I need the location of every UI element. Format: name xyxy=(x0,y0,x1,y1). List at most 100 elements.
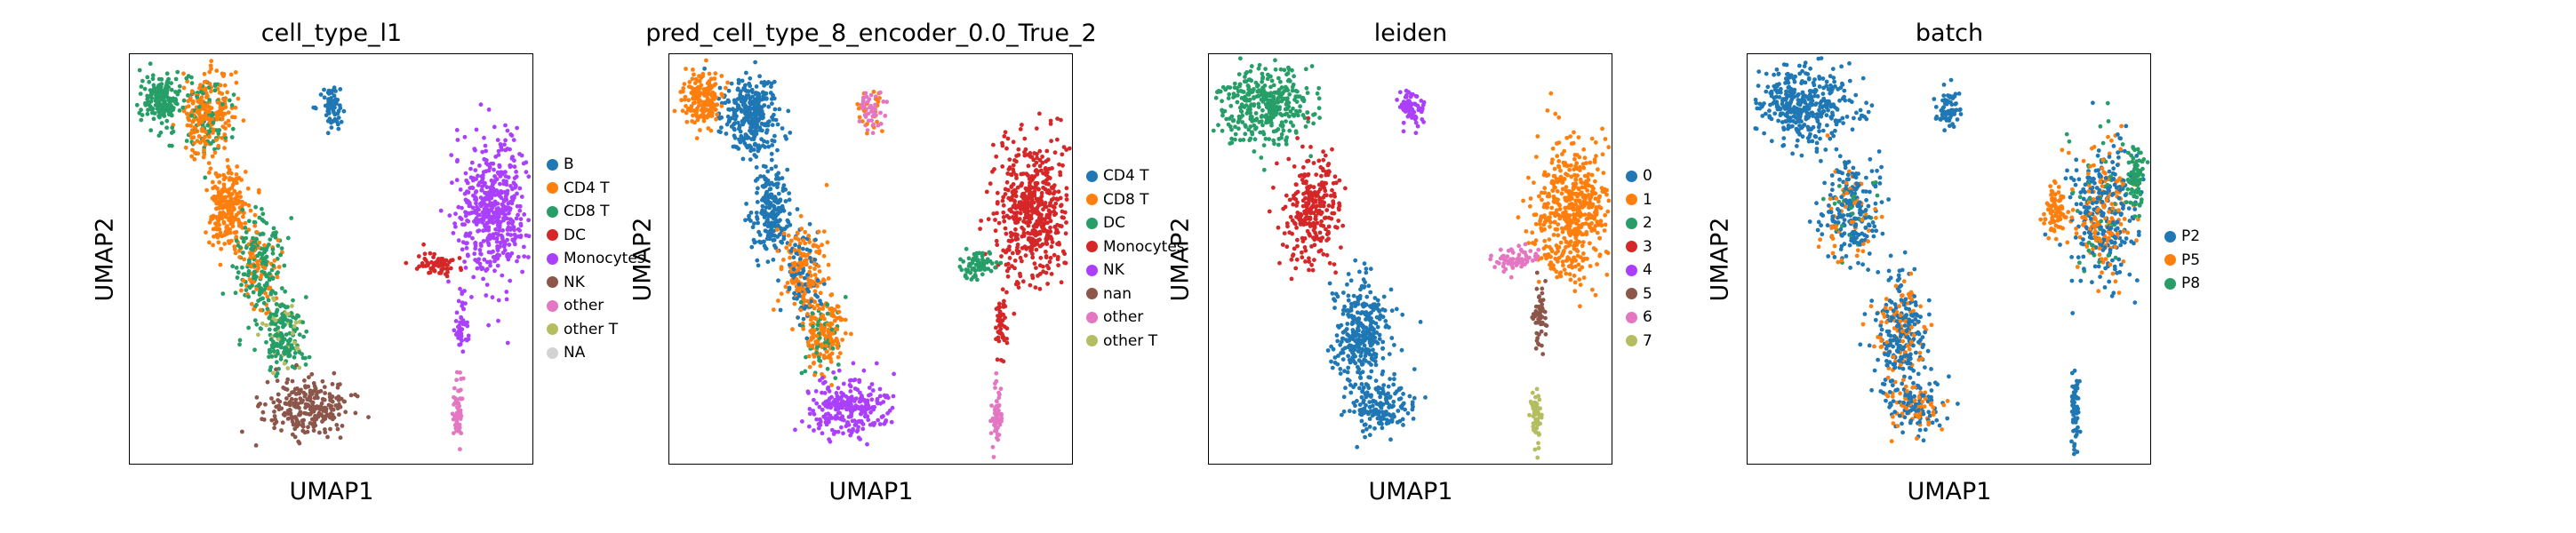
scatter-point xyxy=(494,188,500,193)
scatter-point xyxy=(1044,171,1050,175)
scatter-point xyxy=(463,301,468,306)
scatter-point xyxy=(505,216,509,221)
scatter-point xyxy=(824,343,828,348)
scatter-point xyxy=(226,110,231,115)
scatter-point xyxy=(251,290,256,295)
scatter-point xyxy=(180,105,186,110)
scatter-point xyxy=(744,93,749,98)
scatter-point xyxy=(311,428,316,434)
scatter-point xyxy=(1316,96,1322,101)
scatter-point xyxy=(772,112,776,117)
scatter-point xyxy=(338,103,342,108)
scatter-point xyxy=(1330,187,1334,193)
scatter-point xyxy=(823,416,828,421)
scatter-point xyxy=(1316,106,1322,111)
scatter-point xyxy=(792,248,797,252)
scatter-point xyxy=(307,354,312,360)
scatter-point xyxy=(1272,90,1277,95)
scatter-point xyxy=(522,212,527,217)
scatter-point xyxy=(1034,183,1038,188)
scatter-point xyxy=(1261,167,1267,172)
scatter-point xyxy=(261,259,266,264)
scatter-point xyxy=(148,105,154,110)
scatter-point xyxy=(763,122,768,126)
scatter-point xyxy=(186,104,191,108)
scatter-point xyxy=(877,422,883,426)
scatter-point xyxy=(484,266,490,272)
scatter-point xyxy=(812,315,818,321)
scatter-point xyxy=(284,305,288,310)
scatter-point xyxy=(476,173,480,179)
scatter-point xyxy=(820,431,825,436)
scatter-point xyxy=(1032,227,1036,233)
scatter-point xyxy=(760,197,764,203)
scatter-point xyxy=(335,98,340,102)
scatter-point xyxy=(760,203,765,209)
scatter-point xyxy=(796,244,802,250)
scatter-point xyxy=(292,324,297,329)
scatter-point xyxy=(756,148,761,154)
scatter-point xyxy=(762,83,766,88)
scatter-point xyxy=(237,342,242,347)
scatter-point xyxy=(1312,190,1317,195)
scatter-point xyxy=(795,288,799,293)
scatter-point xyxy=(338,404,343,410)
scatter-point xyxy=(790,327,795,332)
scatter-point xyxy=(1302,174,1307,179)
scatter-point xyxy=(1244,124,1248,129)
scatter-point xyxy=(1316,182,1322,187)
scatter-point xyxy=(1034,168,1039,172)
scatter-point xyxy=(810,311,815,315)
scatter-point xyxy=(1023,186,1028,191)
scatter-point xyxy=(330,394,335,399)
scatter-point xyxy=(256,402,261,408)
scatter-point xyxy=(778,307,783,313)
scatter-point xyxy=(694,108,700,113)
scatter-point xyxy=(233,196,237,202)
scatter-point xyxy=(202,152,207,157)
scatter-point xyxy=(753,60,757,65)
scatter-point xyxy=(323,391,327,395)
scatter-point xyxy=(318,92,324,97)
scatter-point xyxy=(522,244,526,250)
scatter-point xyxy=(497,164,502,170)
legend-item: other T xyxy=(1086,330,1157,353)
scatter-point xyxy=(243,226,248,230)
scatter-point xyxy=(1307,259,1312,264)
scatter-point xyxy=(1232,85,1237,90)
scatter-point xyxy=(878,122,884,126)
scatter-point xyxy=(764,181,770,187)
scatter-point xyxy=(856,106,861,111)
scatter-point xyxy=(836,304,841,309)
scatter-point xyxy=(498,181,502,187)
scatter-point xyxy=(301,418,306,423)
legend-label: B xyxy=(564,155,574,173)
scatter-point xyxy=(1059,224,1064,229)
scatter-point xyxy=(302,394,308,399)
scatter-point xyxy=(281,317,285,322)
scatter-point xyxy=(812,361,816,366)
scatter-point xyxy=(1321,149,1325,155)
legend-item: NA xyxy=(547,341,585,364)
scatter-point xyxy=(1240,89,1245,94)
scatter-point xyxy=(239,221,244,227)
scatter-point xyxy=(253,443,259,448)
scatter-point xyxy=(698,128,702,132)
scatter-point xyxy=(288,408,292,413)
scatter-point xyxy=(222,146,227,150)
scatter-point xyxy=(771,258,776,262)
scatter-point xyxy=(460,247,465,252)
scatter-point xyxy=(1316,85,1322,91)
scatter-point xyxy=(212,150,218,155)
scatter-point xyxy=(777,232,782,237)
scatter-point xyxy=(431,267,436,273)
scatter-point xyxy=(1236,117,1242,123)
scatter-point xyxy=(159,121,164,125)
scatter-point xyxy=(503,208,508,212)
scatter-point xyxy=(815,303,820,307)
scatter-point xyxy=(318,388,324,394)
scatter-point xyxy=(988,431,994,435)
scatter-point xyxy=(679,98,684,103)
scatter-point xyxy=(1041,185,1045,190)
scatter-point xyxy=(193,126,198,131)
